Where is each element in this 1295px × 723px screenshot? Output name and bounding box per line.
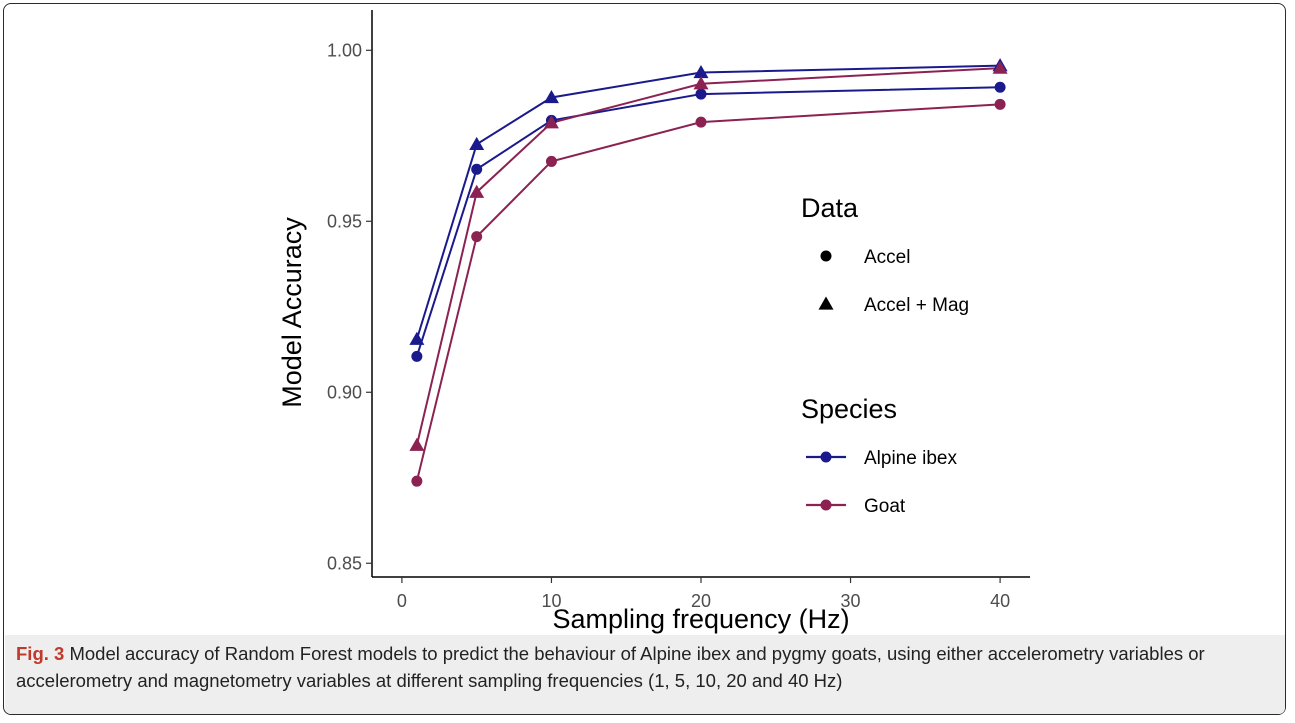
caption-text: Model accuracy of Random Forest models t… [16,643,1205,691]
x-tick-label: 20 [691,591,711,611]
data-point-triangle [469,136,485,150]
legend-circle-icon [820,250,832,262]
y-axis-title: Model Accuracy [277,217,307,408]
legend-circle-icon [820,451,832,463]
data-point-circle [411,475,423,487]
legend-item-label: Alpine ibex [864,448,957,469]
data-point-triangle [992,60,1008,74]
figure-label: Fig. 3 [16,643,65,664]
data-point-triangle [693,65,709,79]
data-point-triangle [543,115,559,129]
legend-item-label: Accel + Mag [864,295,969,316]
data-point-triangle [409,437,425,451]
legend: Data Accel Accel + Mag Species Alpine ibex Go… [801,193,969,517]
x-tick-label: 40 [990,591,1010,611]
legend-item-label: Accel [864,247,910,268]
y-tick-label: 0.90 [327,382,362,402]
y-tick-label: 0.85 [327,553,362,573]
data-point-circle [471,163,483,175]
legend-title-data: Data [801,193,859,223]
legend-item-label: Goat [864,496,906,517]
accuracy-chart: 0 10 20 30 40 0.85 0.90 0.95 1.00 Sampling freque… [277,10,1030,634]
figure-caption: Fig. 3 Model accuracy of Random Forest m… [16,640,1278,694]
data-point-circle [471,231,483,243]
series-line [415,67,1001,446]
x-tick-label: 10 [541,591,561,611]
series-line [415,103,1001,482]
caption-background [4,635,1285,714]
data-point-circle [695,88,707,100]
data-point-triangle [409,331,425,345]
data-point-circle [695,116,707,128]
legend-circle-icon [820,499,832,511]
data-point-triangle [469,184,485,198]
x-tick-label: 30 [841,591,861,611]
data-point-circle [545,155,557,167]
data-point-circle [994,81,1006,93]
legend-title-species: Species [801,394,897,424]
chart-marks [409,58,1008,487]
data-point-circle [994,98,1006,110]
y-tick-label: 0.95 [327,211,362,231]
x-axis-title: Sampling frequency (Hz) [552,604,849,634]
legend-triangle-icon [818,296,834,310]
axes: 0 10 20 30 40 0.85 0.90 0.95 1.00 Sampling freque… [277,10,1030,634]
data-point-triangle [543,89,559,104]
data-point-circle [411,350,423,362]
data-point-triangle [693,76,709,90]
figure-frame [3,3,1286,715]
x-tick-label: 0 [397,591,407,611]
y-tick-label: 1.00 [327,40,362,60]
